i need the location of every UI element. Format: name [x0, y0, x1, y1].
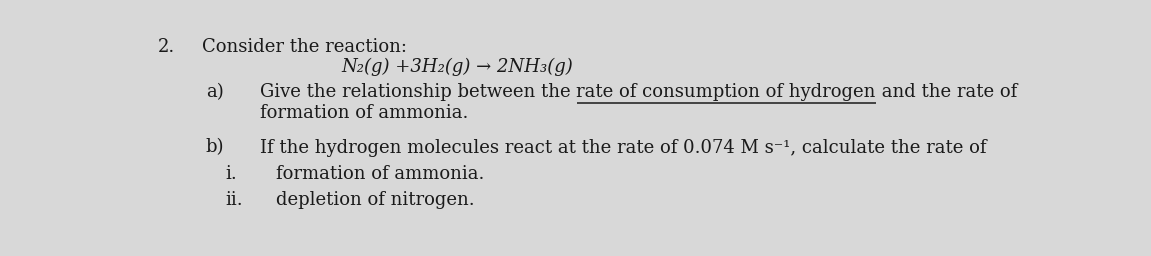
Text: N₂(g) +3H₂(g) → 2NH₃(g): N₂(g) +3H₂(g) → 2NH₃(g) [342, 58, 573, 76]
Text: 2.: 2. [158, 38, 175, 56]
Text: a): a) [206, 83, 223, 101]
Text: depletion of nitrogen.: depletion of nitrogen. [275, 191, 474, 209]
Text: and the rate of: and the rate of [876, 83, 1017, 101]
Text: Give the relationship between the: Give the relationship between the [260, 83, 577, 101]
Text: i.: i. [226, 165, 237, 184]
Text: formation of ammonia.: formation of ammonia. [275, 165, 485, 184]
Text: If the hydrogen molecules react at the rate of 0.074 M s⁻¹, calculate the rate o: If the hydrogen molecules react at the r… [260, 138, 986, 156]
Text: ii.: ii. [226, 191, 243, 209]
Text: b): b) [206, 138, 224, 156]
Text: Consider the reaction:: Consider the reaction: [201, 38, 407, 56]
Text: formation of ammonia.: formation of ammonia. [260, 104, 468, 122]
Text: rate of consumption of hydrogen: rate of consumption of hydrogen [577, 83, 876, 101]
